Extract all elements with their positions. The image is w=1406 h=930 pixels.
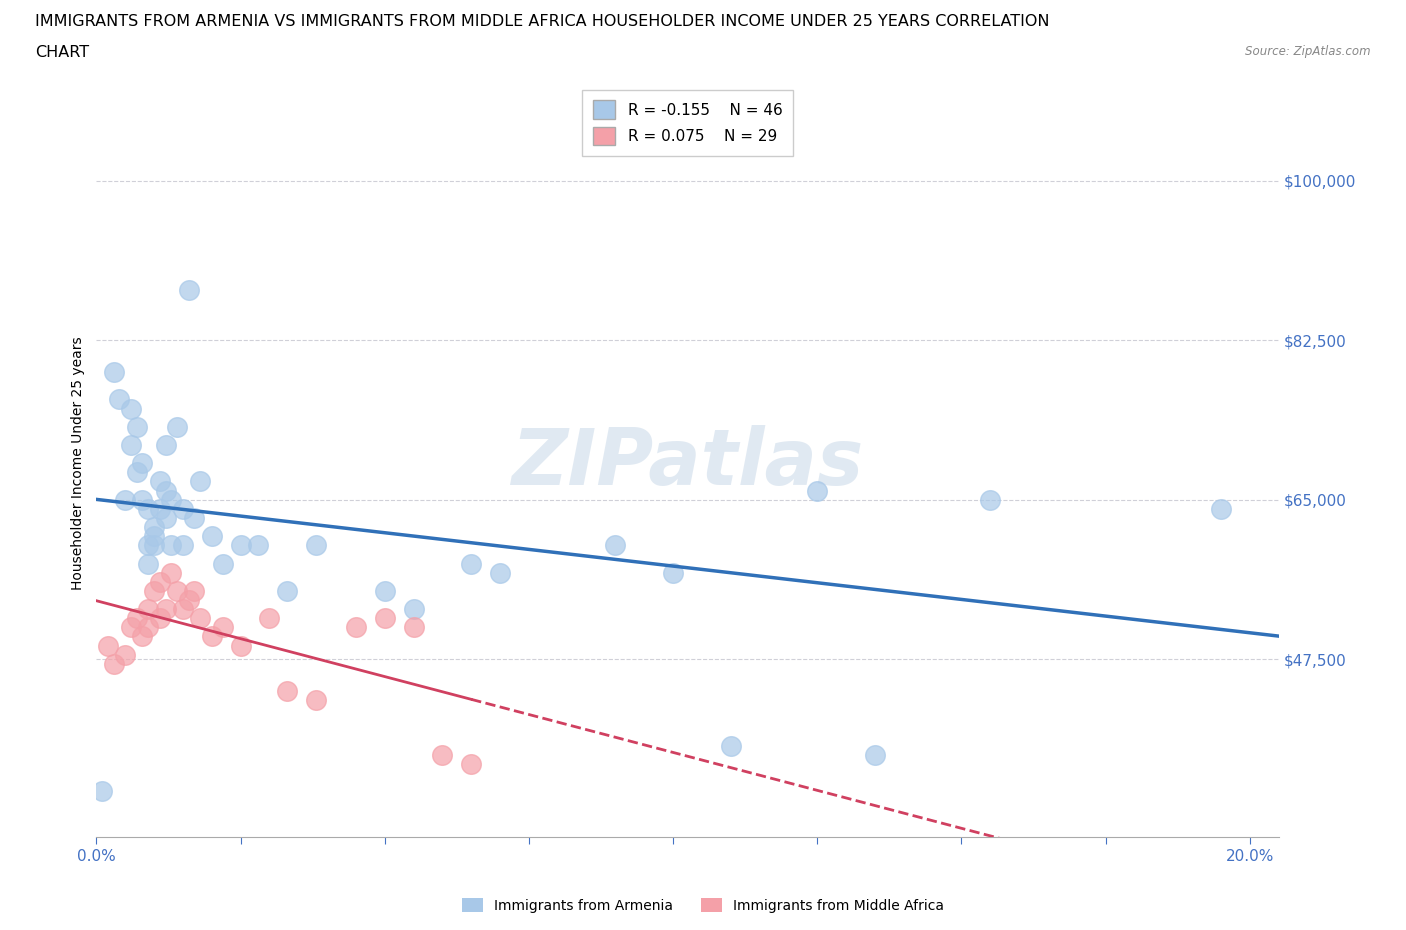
Point xyxy=(155,511,177,525)
Point xyxy=(177,592,200,607)
Point xyxy=(149,575,172,590)
Point xyxy=(136,556,159,571)
Point xyxy=(155,484,177,498)
Point xyxy=(120,437,142,452)
Point xyxy=(131,492,153,507)
Point xyxy=(136,620,159,635)
Point xyxy=(143,520,166,535)
Point xyxy=(229,638,252,653)
Y-axis label: Householder Income Under 25 years: Householder Income Under 25 years xyxy=(72,337,86,590)
Point xyxy=(143,583,166,598)
Legend: Immigrants from Armenia, Immigrants from Middle Africa: Immigrants from Armenia, Immigrants from… xyxy=(457,893,949,919)
Point xyxy=(166,419,188,434)
Point xyxy=(172,538,194,552)
Point xyxy=(120,620,142,635)
Point xyxy=(489,565,512,580)
Point xyxy=(201,629,224,644)
Text: Source: ZipAtlas.com: Source: ZipAtlas.com xyxy=(1246,45,1371,58)
Point xyxy=(143,529,166,544)
Point xyxy=(125,465,148,480)
Point xyxy=(103,365,125,379)
Point xyxy=(125,611,148,626)
Point xyxy=(863,748,886,763)
Point xyxy=(160,565,183,580)
Point xyxy=(177,283,200,298)
Point xyxy=(108,392,131,406)
Text: ZIPatlas: ZIPatlas xyxy=(512,425,863,501)
Point xyxy=(114,647,136,662)
Legend: R = -0.155    N = 46, R = 0.075    N = 29: R = -0.155 N = 46, R = 0.075 N = 29 xyxy=(582,89,793,156)
Point xyxy=(131,629,153,644)
Point xyxy=(103,657,125,671)
Point xyxy=(374,611,396,626)
Point xyxy=(160,492,183,507)
Point xyxy=(149,474,172,489)
Point xyxy=(276,684,298,698)
Point xyxy=(131,456,153,471)
Point xyxy=(136,602,159,617)
Point xyxy=(172,602,194,617)
Point xyxy=(125,419,148,434)
Point xyxy=(979,492,1001,507)
Point xyxy=(114,492,136,507)
Point xyxy=(136,501,159,516)
Point xyxy=(166,583,188,598)
Point xyxy=(402,602,425,617)
Point xyxy=(374,583,396,598)
Point xyxy=(229,538,252,552)
Point xyxy=(91,784,114,799)
Point xyxy=(276,583,298,598)
Point xyxy=(402,620,425,635)
Point xyxy=(662,565,685,580)
Point xyxy=(212,556,235,571)
Point xyxy=(183,583,205,598)
Point xyxy=(720,738,742,753)
Point xyxy=(149,501,172,516)
Point xyxy=(806,484,828,498)
Point xyxy=(183,511,205,525)
Point xyxy=(201,529,224,544)
Point xyxy=(432,748,454,763)
Text: CHART: CHART xyxy=(35,45,89,60)
Point xyxy=(188,611,211,626)
Point xyxy=(155,602,177,617)
Text: IMMIGRANTS FROM ARMENIA VS IMMIGRANTS FROM MIDDLE AFRICA HOUSEHOLDER INCOME UNDE: IMMIGRANTS FROM ARMENIA VS IMMIGRANTS FR… xyxy=(35,14,1050,29)
Point xyxy=(605,538,627,552)
Point xyxy=(172,501,194,516)
Point xyxy=(120,401,142,416)
Point xyxy=(136,538,159,552)
Point xyxy=(259,611,281,626)
Point xyxy=(143,538,166,552)
Point xyxy=(304,538,326,552)
Point xyxy=(460,556,482,571)
Point xyxy=(188,474,211,489)
Point xyxy=(212,620,235,635)
Point xyxy=(155,437,177,452)
Point xyxy=(460,757,482,772)
Point xyxy=(1209,501,1232,516)
Point xyxy=(149,611,172,626)
Point xyxy=(160,538,183,552)
Point xyxy=(304,693,326,708)
Point xyxy=(344,620,367,635)
Point xyxy=(246,538,269,552)
Point xyxy=(97,638,120,653)
